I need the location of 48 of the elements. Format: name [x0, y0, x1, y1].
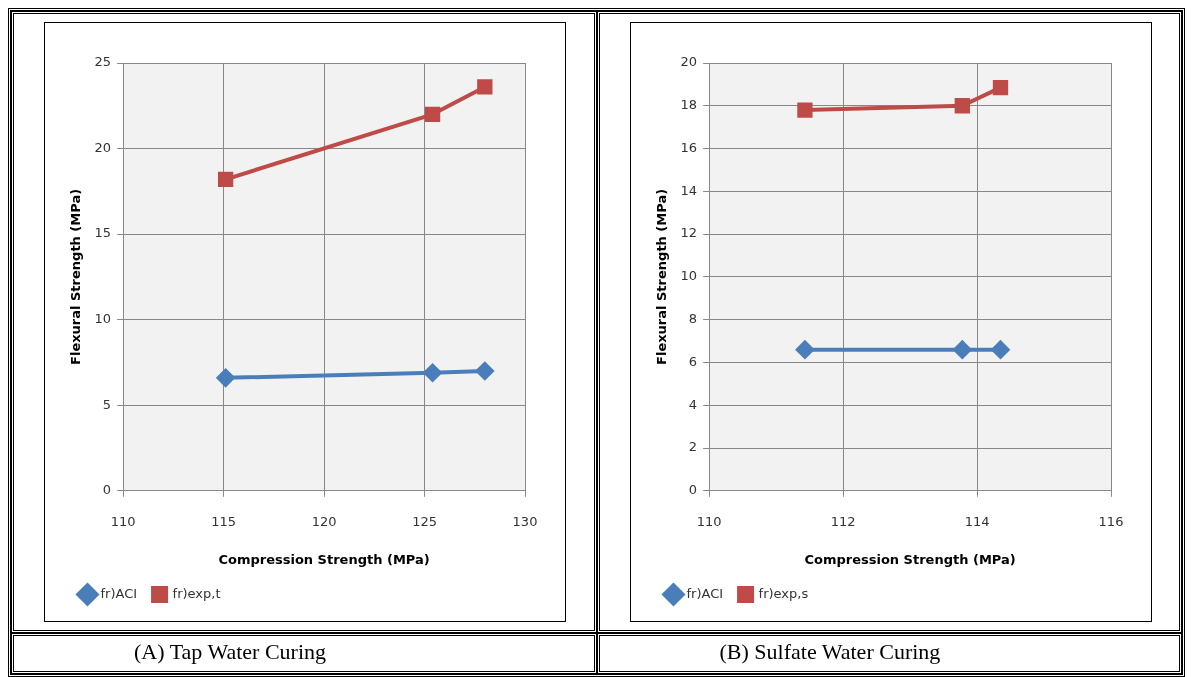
y-tick-label: 12: [680, 225, 697, 241]
point: [423, 363, 442, 382]
x-axis-title: Compression Strength (MPa): [803, 551, 1016, 567]
point: [216, 368, 235, 387]
point: [424, 106, 441, 122]
x-tick-label: 115: [211, 513, 237, 529]
legend-label: fr)exp,s: [758, 585, 808, 601]
point: [990, 340, 1009, 359]
x-tick-label: 116: [1098, 513, 1123, 529]
point: [795, 340, 814, 359]
y-axis-title: Flexural Strength (MPa): [68, 188, 84, 365]
y-tick-label: 6: [688, 353, 697, 369]
y-tick-label: 10: [680, 268, 697, 284]
y-tick-label: 25: [94, 54, 112, 70]
y-tick-label: 20: [680, 54, 697, 70]
point: [992, 79, 1008, 96]
y-tick-label: 10: [94, 311, 112, 327]
legend-label: fr)exp,t: [172, 585, 221, 601]
y-tick-label: 4: [688, 396, 697, 412]
y-tick-label: 0: [688, 482, 697, 498]
y-tick-label: 16: [680, 139, 697, 155]
x-tick-label: 114: [964, 513, 989, 529]
y-tick-label: 14: [680, 182, 697, 198]
y-axis-title: Flexural Strength (MPa): [653, 188, 669, 365]
x-tick-label: 110: [696, 513, 722, 529]
point: [475, 362, 494, 381]
text: (B) Sulfate Water Curing: [596, 633, 1182, 674]
point: [477, 79, 493, 95]
y-tick-label: 18: [680, 97, 697, 113]
y-tick-label: 2: [688, 439, 697, 455]
legend-label: fr)ACI: [686, 585, 723, 601]
point: [796, 102, 813, 118]
x-tick-label: 120: [311, 513, 337, 529]
x-axis-title: Compression Strength (MPa): [218, 551, 430, 567]
x-tick-label: 112: [830, 513, 856, 529]
y-tick-label: 20: [94, 139, 112, 155]
x-tick-label: 130: [512, 513, 538, 529]
point: [952, 340, 971, 359]
y-tick-label: 8: [688, 311, 697, 327]
point: [954, 98, 970, 114]
legend-label: fr)ACI: [100, 585, 138, 601]
y-tick-label: 15: [94, 225, 112, 241]
text: (A) Tap Water Curing: [11, 633, 597, 674]
point: [217, 171, 234, 188]
y-tick-label: 0: [102, 482, 112, 498]
x-tick-label: 125: [412, 513, 437, 529]
x-tick-label: 110: [110, 513, 136, 529]
y-tick-label: 5: [102, 396, 112, 412]
